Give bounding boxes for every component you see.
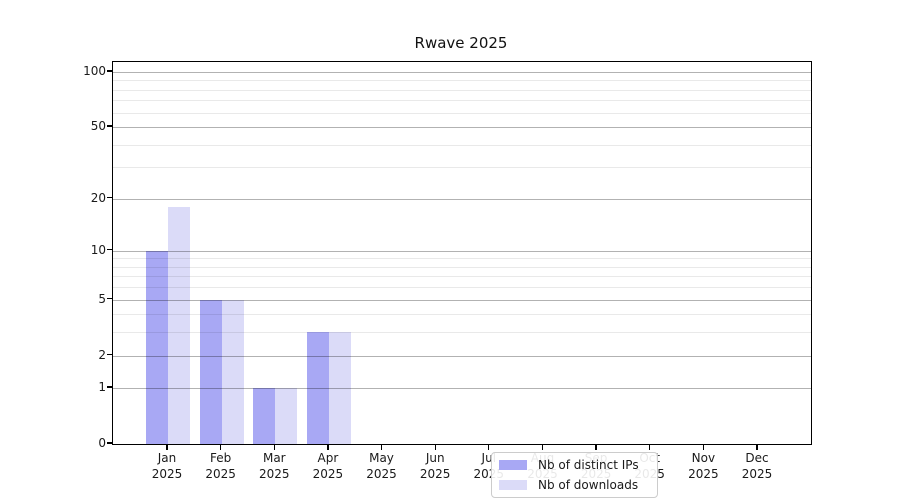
minor-gridline-6 — [113, 287, 811, 289]
chart-title: Rwave 2025 — [414, 34, 508, 52]
x-tick-label-may: May 2025 — [366, 451, 397, 481]
x-tick-label-nov: Nov 2025 — [688, 451, 719, 481]
x-tick-label-apr: Apr 2025 — [312, 451, 344, 481]
bar-nb-of-distinct-ips-mar — [253, 388, 276, 444]
y-tick-label-5: 5 — [98, 291, 106, 306]
x-tick-may — [380, 444, 383, 450]
bar-nb-of-downloads-jan — [168, 206, 190, 444]
y-tick-label-20: 20 — [90, 190, 106, 205]
minor-gridline-40 — [113, 144, 811, 146]
x-tick-jun — [434, 444, 436, 450]
y-tick-20 — [107, 196, 112, 199]
bar-nb-of-distinct-ips-jan — [146, 250, 168, 444]
y-tick-2 — [107, 353, 112, 356]
x-tick-jan — [166, 444, 168, 450]
x-tick-label-dec: Dec 2025 — [741, 451, 773, 481]
major-gridline-10 — [113, 250, 811, 252]
minor-gridline-90 — [113, 80, 811, 82]
x-tick-feb — [219, 444, 222, 450]
legend-swatch-distinct-ips — [499, 460, 527, 471]
x-tick-mar — [273, 444, 275, 450]
x-tick-label-mar: Mar 2025 — [259, 451, 290, 481]
x-tick-label-jan: Jan 2025 — [151, 451, 183, 481]
minor-gridline-60 — [113, 112, 811, 114]
y-tick-0 — [107, 442, 112, 444]
bar-nb-of-downloads-feb — [221, 299, 244, 444]
minor-gridline-7 — [113, 276, 811, 278]
x-tick-label-jun: Jun 2025 — [419, 451, 451, 481]
minor-gridline-80 — [113, 89, 811, 91]
x-tick-dec — [756, 444, 758, 450]
major-gridline-20 — [113, 198, 811, 200]
x-tick-jul — [488, 444, 490, 450]
y-tick-1 — [107, 386, 112, 388]
bar-nb-of-distinct-ips-apr — [306, 332, 329, 444]
y-tick-label-2: 2 — [98, 347, 106, 362]
bar-nb-of-downloads-mar — [275, 388, 298, 444]
minor-gridline-9 — [113, 258, 811, 260]
legend-label-distinct-ips: Nb of distinct IPs — [538, 458, 639, 473]
y-tick-label-100: 100 — [83, 64, 106, 78]
legend-item-downloads: Nb of downloads — [492, 478, 657, 492]
major-gridline-100 — [113, 72, 811, 74]
y-tick-label-10: 10 — [90, 242, 106, 257]
y-tick-label-0: 0 — [98, 436, 106, 450]
y-tick-10 — [107, 249, 112, 251]
x-tick-sep — [595, 444, 597, 450]
y-tick-5 — [107, 297, 112, 300]
minor-gridline-30 — [113, 167, 811, 169]
x-tick-oct — [649, 444, 651, 450]
y-tick-100 — [107, 70, 112, 72]
legend-label-downloads: Nb of downloads — [538, 477, 639, 492]
minor-gridline-70 — [113, 100, 811, 102]
x-tick-label-feb: Feb 2025 — [205, 451, 236, 481]
legend-item-distinct-ips: Nb of distinct IPs — [492, 458, 657, 472]
x-tick-apr — [327, 444, 329, 450]
y-tick-label-50: 50 — [90, 119, 106, 134]
x-tick-aug — [541, 444, 544, 450]
minor-gridline-8 — [113, 266, 811, 268]
plot-area: Nb of distinct IPs Nb of downloads — [112, 61, 812, 498]
major-gridline-50 — [113, 127, 811, 129]
legend: Nb of distinct IPs Nb of downloads — [491, 452, 658, 498]
x-tick-nov — [702, 444, 705, 450]
y-tick-50 — [107, 125, 112, 127]
bar-nb-of-downloads-apr — [328, 332, 351, 444]
bar-nb-of-distinct-ips-feb — [199, 299, 222, 444]
legend-swatch-downloads — [499, 479, 527, 490]
y-tick-label-1: 1 — [98, 380, 106, 395]
